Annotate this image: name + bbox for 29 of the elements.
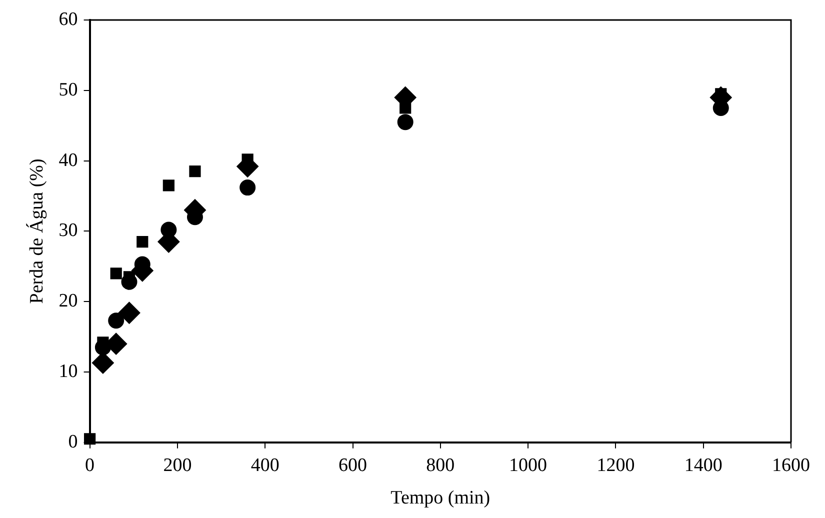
y-tick-label: 0 — [68, 431, 78, 452]
x-tick-label: 0 — [85, 454, 95, 476]
point — [136, 236, 148, 248]
point — [108, 312, 124, 329]
point — [240, 180, 256, 196]
y-tick-label: 40 — [58, 150, 78, 171]
y-tick-label: 30 — [58, 220, 78, 242]
x-tick-label: 1600 — [772, 454, 810, 476]
x-tick-label: 400 — [250, 454, 280, 476]
point — [397, 114, 414, 130]
x-tick-label: 1000 — [509, 454, 548, 476]
x-tick-label: 800 — [426, 454, 455, 476]
point — [84, 433, 96, 445]
y-tick-label: 10 — [58, 360, 78, 382]
point — [162, 180, 174, 192]
x-tick-label: 200 — [163, 454, 192, 476]
point — [118, 302, 140, 324]
y-tick-label: 20 — [58, 290, 78, 312]
point — [400, 102, 412, 114]
x-tick-label: 600 — [338, 454, 367, 476]
y-tick-label: 60 — [58, 8, 78, 30]
x-tick-label: 1200 — [596, 454, 635, 476]
point — [160, 222, 177, 238]
point — [189, 166, 201, 178]
y-axis-title: Perda de Água (%) — [25, 158, 48, 304]
point — [110, 268, 122, 280]
x-tick-label: 1400 — [684, 454, 722, 476]
x-axis-title: Tempo (min) — [390, 488, 490, 509]
y-tick-label: 50 — [58, 79, 78, 100]
